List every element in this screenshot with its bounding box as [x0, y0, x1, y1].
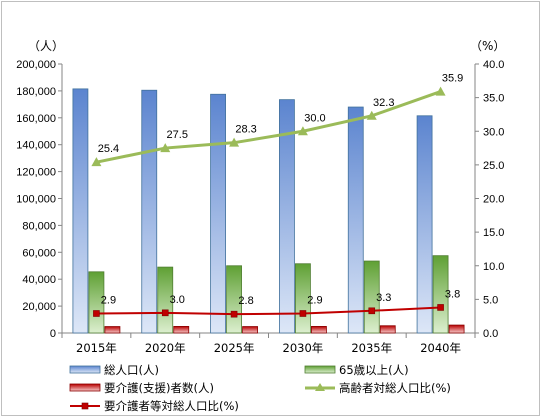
bar-total-population — [279, 99, 295, 334]
bar-65-plus — [295, 263, 311, 334]
point-care-ratio — [299, 310, 307, 317]
right-tick-label: 5.0 — [483, 294, 498, 306]
bar-care-recipients — [104, 326, 121, 334]
right-tick-label: 25.0 — [483, 160, 504, 172]
legend-label-total: 総人口(人) — [104, 363, 159, 377]
data-label-elderly-ratio: 25.4 — [98, 143, 119, 155]
data-label-care-ratio: 2.8 — [238, 295, 253, 307]
data-label-elderly-ratio: 28.3 — [235, 124, 256, 136]
point-care-ratio — [368, 307, 376, 315]
left-tick-label: 200,000 — [16, 59, 56, 71]
legend-swatch-total — [69, 365, 101, 374]
line-care-ratio — [96, 306, 441, 316]
data-label-care-ratio: 3.8 — [445, 288, 460, 300]
category-label: 2020年 — [145, 341, 186, 355]
left-tick-label: 40,000 — [22, 274, 56, 286]
left-tick-label: 0 — [50, 328, 56, 340]
bar-total-population — [210, 93, 226, 334]
legend-swatch-care — [69, 383, 101, 392]
data-label-care-ratio: 2.9 — [307, 294, 322, 306]
data-label-care-ratio: 3.0 — [170, 294, 185, 306]
bar-total-population — [141, 89, 158, 334]
point-elderly-ratio — [91, 157, 102, 167]
data-label-care-ratio: 2.9 — [101, 294, 116, 306]
bar-total-population — [72, 88, 89, 334]
legend-swatch-65plus — [304, 365, 336, 374]
category-label: 2030年 — [283, 341, 324, 355]
category-label: 2040年 — [420, 341, 461, 355]
left-tick-label: 120,000 — [16, 167, 56, 179]
bar-care-recipients — [379, 325, 396, 334]
data-label-elderly-ratio: 30.0 — [304, 112, 325, 124]
line-elderly-ratio — [96, 90, 442, 164]
left-tick-label: 20,000 — [22, 301, 56, 313]
point-elderly-ratio — [229, 137, 240, 147]
left-tick-label: 60,000 — [22, 247, 56, 259]
data-label-elderly-ratio: 27.5 — [167, 129, 188, 141]
data-labels: 25.4 27.5 28.3 30.0 32.3 35.9 2.9 3.0 2.8 2.9 3.3 3… — [98, 73, 464, 308]
legend: 総人口(人) 65歳以上(人) 要介護(支援)者数(人) 高齢者対総人口比(%)… — [69, 363, 451, 413]
bar-care-recipients — [242, 326, 258, 334]
bar-65-plus — [157, 266, 174, 334]
point-elderly-ratio — [435, 86, 446, 96]
right-tick-label: 30.0 — [483, 126, 504, 138]
point-care-ratio — [93, 310, 100, 317]
left-axis-unit: （人） — [28, 39, 64, 53]
bar-65-plus — [88, 271, 105, 334]
data-label-elderly-ratio: 35.9 — [442, 73, 463, 85]
legend-label-care-ratio: 要介護者等対総人口比(%) — [104, 399, 239, 413]
category-label: 2015年 — [76, 341, 117, 355]
right-tick-label: 40.0 — [483, 59, 504, 71]
right-axis-unit: （%） — [470, 39, 505, 53]
lines — [91, 86, 446, 318]
right-tick-label: 0.0 — [483, 328, 498, 340]
bar-65-plus — [226, 265, 242, 334]
point-elderly-ratio — [297, 126, 308, 136]
bar-65-plus — [432, 255, 449, 334]
right-tick-label: 10.0 — [483, 261, 504, 273]
right-tick-label: 15.0 — [483, 227, 504, 239]
axes: 0 20,000 40,000 60,000 80,000 100,000 120,000 1… — [16, 59, 504, 355]
point-care-ratio — [437, 304, 444, 311]
point-elderly-ratio — [160, 143, 171, 153]
left-tick-label: 100,000 — [16, 194, 56, 206]
left-tick-label: 160,000 — [16, 113, 56, 125]
bar-total-population — [347, 106, 364, 334]
legend-label-65plus: 65歳以上(人) — [339, 363, 409, 377]
data-label-care-ratio: 3.3 — [376, 292, 391, 304]
bar-total-population — [416, 115, 433, 334]
legend-marker-elderly — [315, 383, 325, 391]
point-care-ratio — [230, 310, 238, 318]
bars — [72, 88, 465, 334]
left-tick-label: 140,000 — [16, 140, 56, 152]
bar-care-recipients — [173, 326, 190, 334]
right-tick-label: 20.0 — [483, 194, 504, 206]
category-label: 2025年 — [214, 341, 255, 355]
legend-label-elderly: 高齢者対総人口比(%) — [339, 381, 451, 395]
point-care-ratio — [161, 309, 169, 317]
data-label-elderly-ratio: 32.3 — [373, 97, 394, 109]
bar-care-recipients — [448, 324, 465, 334]
right-tick-label: 35.0 — [483, 93, 504, 105]
left-tick-label: 80,000 — [22, 220, 56, 232]
bar-65-plus — [363, 260, 380, 334]
legend-label-care: 要介護(支援)者数(人) — [104, 381, 214, 395]
bar-care-recipients — [311, 326, 327, 334]
point-elderly-ratio — [366, 110, 377, 120]
legend-marker-care-ratio — [81, 402, 89, 410]
left-tick-label: 180,000 — [16, 86, 56, 98]
category-label: 2035年 — [351, 341, 392, 355]
